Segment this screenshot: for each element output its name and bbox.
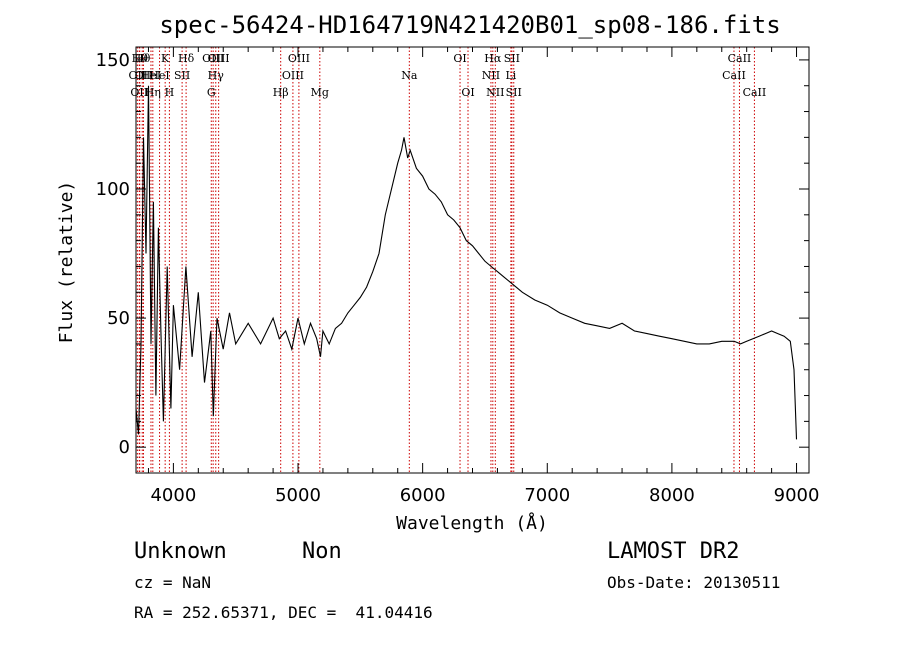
line-label-4: OII: [135, 69, 153, 82]
line-label-21: OI: [453, 52, 466, 65]
y-tick-label-0: 0: [119, 437, 130, 458]
y-axis: 0 50 100 150: [96, 50, 809, 474]
y-tick-label-50: 50: [107, 308, 130, 329]
line-label-31: CaII: [743, 86, 767, 99]
line-label-5: HeI: [141, 69, 161, 82]
line-label-2: Hθ: [132, 52, 149, 65]
line-label-0: OII: [129, 69, 147, 82]
line-label-19: Mg: [311, 86, 329, 99]
redshift-text: cz = NaN: [134, 573, 212, 592]
line-label-18: OIII: [288, 52, 310, 65]
line-label-14: Hγ: [208, 69, 225, 82]
line-label-26: Li: [505, 69, 516, 82]
spectral-line-labels: OIIOIIHθHθOIIHeIHηHeIKHSIIHδGOIIIHγOIIIH…: [129, 52, 767, 99]
line-label-20: Na: [401, 69, 418, 82]
x-tick-label-9000: 9000: [774, 485, 820, 506]
chart-title: spec-56424-HD164719N421420B01_sp08-186.f…: [159, 11, 780, 39]
x-tick-label-6000: 6000: [400, 485, 446, 506]
line-label-3: Hθ: [134, 52, 151, 65]
line-label-1: OII: [130, 86, 148, 99]
line-label-29: CaII: [722, 69, 746, 82]
line-label-8: K: [161, 52, 170, 65]
object-class: Unknown: [134, 539, 227, 564]
spectral-line-markers: [136, 47, 755, 473]
line-label-17: OIII: [282, 69, 304, 82]
survey-name: LAMOST DR2: [607, 539, 740, 564]
y-tick-label-100: 100: [96, 179, 130, 200]
spectrum-line: [135, 85, 798, 440]
x-tick-label-8000: 8000: [649, 485, 695, 506]
line-label-12: G: [207, 86, 216, 99]
object-subclass: Non: [302, 539, 342, 564]
y-tick-label-150: 150: [96, 50, 130, 71]
y-axis-label: Flux (relative): [56, 181, 77, 344]
line-label-27: SII: [504, 52, 520, 65]
line-label-15: OIII: [208, 52, 230, 65]
x-tick-label-4000: 4000: [150, 485, 196, 506]
line-label-6: Hη: [145, 86, 161, 99]
line-label-16: Hβ: [273, 86, 289, 99]
x-tick-label-5000: 5000: [275, 485, 321, 506]
x-tick-label-7000: 7000: [524, 485, 570, 506]
line-label-11: Hδ: [178, 52, 195, 65]
coordinates-text: RA = 252.65371, DEC = 41.04416: [134, 603, 433, 622]
line-label-28: SII: [506, 86, 522, 99]
line-label-25: NII: [486, 86, 504, 99]
line-label-10: SII: [174, 69, 190, 82]
obs-date-text: Obs-Date: 20130511: [607, 573, 781, 592]
x-axis: 4000 5000 6000 7000 8000 9000: [147, 47, 820, 506]
plot-frame: [135, 46, 810, 474]
line-label-7: HeI: [149, 69, 169, 82]
line-label-30: CaII: [728, 52, 752, 65]
line-label-24: Hα: [484, 52, 502, 65]
line-label-13: OIII: [202, 52, 224, 65]
x-axis-label: Wavelength (Å): [396, 512, 548, 534]
line-label-22: OI: [461, 86, 474, 99]
line-label-9: H: [165, 86, 175, 99]
line-label-23: NII: [482, 69, 500, 82]
